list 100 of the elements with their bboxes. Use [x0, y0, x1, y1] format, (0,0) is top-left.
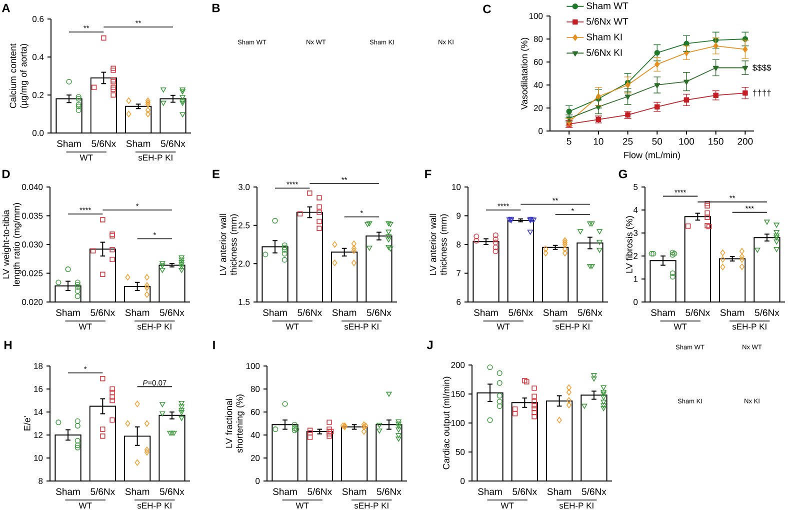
- x-tick-label: Sham: [547, 488, 572, 495]
- text: sEH-P KI: [555, 324, 590, 330]
- chart-title: C: [483, 4, 492, 14]
- x-tick-label: Sham: [543, 309, 568, 316]
- x-tick-label: 5/6Nx: [160, 140, 186, 147]
- y-axis-title: E/e': [24, 416, 30, 430]
- y-tick-label: 8: [38, 478, 43, 484]
- y-tick-label: 0.2: [32, 92, 44, 98]
- x-tick-label: Sham: [57, 140, 81, 147]
- text: WT: [674, 324, 687, 330]
- chart-title: A: [2, 4, 10, 12]
- y-axis-title: LV fibrosis (%): [626, 216, 634, 273]
- y-tick-label: 40: [534, 82, 543, 88]
- x-tick-label: 5/6Nx: [686, 309, 710, 316]
- y-tick-label: 2: [634, 253, 638, 259]
- y-tick-label: 2.5: [238, 222, 250, 228]
- x-tick-label: Sham: [651, 309, 675, 316]
- y-tick-label: 80: [534, 36, 543, 42]
- x-tick-label: Sham: [125, 309, 150, 316]
- y-tick-label: 6: [456, 298, 461, 305]
- x-tick-label: 150: [708, 138, 724, 145]
- y-tick-label: 3: [634, 230, 638, 236]
- x-tick-label: Sham: [342, 488, 366, 495]
- text: sEH-P KI: [137, 324, 172, 330]
- x-tick-label: Sham: [478, 488, 502, 495]
- text: WT: [78, 502, 92, 509]
- y-tick-label: 0: [634, 298, 638, 305]
- x-tick-label: Sham: [126, 140, 150, 147]
- x-tick-label: 5/6Nx: [92, 140, 116, 147]
- text: sEH-P KI: [137, 502, 172, 509]
- annotation: ††††: [752, 90, 771, 96]
- x-tick-label: 5/6Nx: [90, 309, 115, 316]
- x-tick-label: 5/6Nx: [308, 488, 332, 495]
- y-tick-label: 10: [34, 454, 43, 461]
- y-tick-label: 20: [534, 104, 543, 111]
- y-tick-label: 0.030: [22, 241, 43, 248]
- y-tick-label: 0: [538, 128, 543, 134]
- x-tick-label: Sham: [125, 488, 150, 495]
- chart-title: I: [213, 340, 215, 350]
- y-tick-label: 60: [250, 408, 260, 415]
- y-tick-label: 4: [633, 207, 638, 213]
- x-tick-label: 5/6Nx: [298, 309, 322, 316]
- x-tick-label: Sham: [273, 488, 297, 495]
- x-tick-label: Sham: [720, 309, 744, 316]
- y-tick-label: 0.4: [32, 54, 44, 60]
- x-tick-label: 10: [594, 138, 604, 145]
- text: WT: [80, 154, 93, 161]
- x-tick-label: 25: [622, 138, 633, 145]
- y-axis-title: LV anterior wall thickness (mm): [220, 214, 238, 276]
- legend-label: 5/6Nx WT: [586, 18, 628, 25]
- x-tick-label: 5: [566, 138, 572, 145]
- y-tick-label: 150: [451, 390, 465, 397]
- y-axis-title: LV anterior wall thickness (mm): [430, 214, 448, 276]
- y-tick-label: 0.020: [22, 298, 43, 305]
- x-tick-label: 5/6Nx: [366, 309, 392, 316]
- y-tick-label: 12: [34, 432, 43, 438]
- y-tick-label: 100: [451, 420, 465, 426]
- y-tick-label: 100: [246, 362, 260, 369]
- x-tick-label: 5/6Nx: [582, 488, 606, 495]
- legend-label: 5/6Nx KI: [586, 48, 622, 56]
- y-tick-label: 100: [529, 12, 543, 19]
- annotation: $$$$: [752, 64, 772, 72]
- text: sEH-P KI: [732, 324, 766, 330]
- chart-title: J: [426, 340, 433, 350]
- y-tick-label: 0.035: [22, 212, 43, 219]
- x-tick-label: Sham: [263, 309, 287, 316]
- y-tick-label: 50: [456, 448, 465, 455]
- y-tick-label: 1.5: [238, 299, 250, 305]
- text: WT: [78, 324, 92, 330]
- text: WT: [296, 502, 309, 509]
- x-tick-label: 5/6Nx: [578, 309, 602, 316]
- y-tick-label: 2.0: [238, 260, 250, 267]
- y-axis-title: Calcium content (µg/mg of aorta): [10, 44, 28, 108]
- text: sEH-P KI: [138, 154, 172, 161]
- y-tick-label: 60: [534, 58, 543, 65]
- y-tick-label: 8: [456, 241, 461, 248]
- y-tick-label: 14: [34, 409, 43, 415]
- x-tick-label: Sham: [56, 309, 80, 316]
- chart-title: G: [618, 170, 627, 178]
- x-tick-label: 100: [679, 138, 694, 145]
- y-tick-label: 7: [456, 270, 461, 276]
- y-tick-label: 0.0: [32, 130, 44, 136]
- y-tick-label: 3.0: [238, 184, 250, 190]
- text: WT: [286, 324, 299, 330]
- x-tick-label: 5/6Nx: [160, 488, 184, 495]
- y-tick-label: 0.025: [22, 270, 43, 276]
- y-tick-label: 5: [634, 184, 638, 190]
- text: sEH-P KI: [559, 502, 594, 509]
- x-tick-label: 5/6Nx: [512, 488, 537, 495]
- y-axis-title: Cardiac output (ml/min): [442, 376, 452, 470]
- chart-title: E: [212, 170, 220, 178]
- x-tick-label: 5/6Nx: [754, 309, 780, 316]
- y-tick-label: 20: [250, 454, 260, 461]
- y-tick-label: 0: [460, 478, 465, 484]
- y-tick-label: 16: [34, 386, 43, 392]
- y-tick-label: 0.6: [32, 16, 44, 22]
- y-tick-label: 0.040: [22, 184, 43, 190]
- x-tick-label: Sham: [474, 309, 498, 316]
- text: B: [212, 4, 220, 12]
- legend-label: Sham WT: [586, 2, 628, 10]
